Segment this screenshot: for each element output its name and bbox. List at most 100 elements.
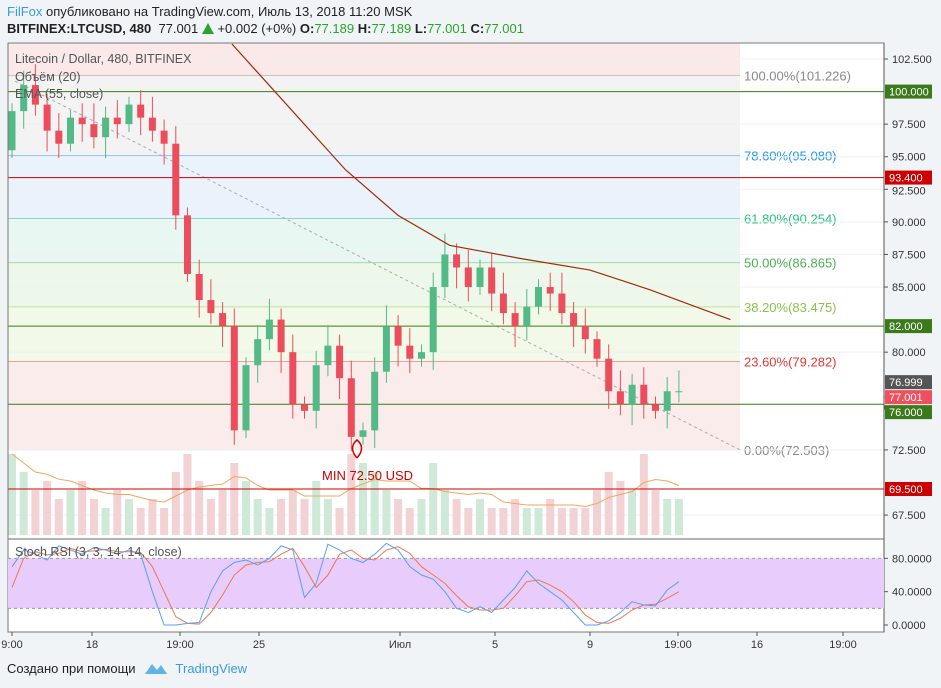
candle-body: [476, 267, 484, 288]
candle-body: [172, 143, 180, 216]
price-tick-label: 95.000: [892, 152, 926, 164]
candle-body: [652, 404, 659, 411]
stoch-band: [8, 558, 884, 609]
fib-label: 61.80%(90.254): [744, 212, 837, 227]
high-value: 77.189: [371, 21, 412, 36]
legend-volume: Объём (20): [15, 70, 81, 84]
candle-body: [265, 319, 273, 340]
fib-zone: [8, 155, 740, 219]
price-label-text: 100.000: [889, 87, 929, 99]
candle-body: [499, 293, 507, 314]
volume-bar: [78, 481, 87, 535]
tradingview-logo-icon: [144, 664, 167, 674]
fib-label: 78.60%(95.080): [744, 149, 837, 164]
author-link[interactable]: FilFox: [7, 4, 43, 19]
price-label-badge: [885, 405, 932, 420]
fib-label: 38.20%(83.475): [744, 300, 837, 315]
volume-bar: [8, 454, 16, 535]
volume-bar: [312, 481, 321, 535]
time-tick-label: 18: [86, 639, 98, 651]
price-tick-label: 67.500: [892, 510, 926, 522]
volume-bar: [522, 508, 531, 535]
candle-body: [675, 391, 683, 393]
time-tick-label: 16: [751, 639, 763, 651]
candle-body: [195, 273, 203, 301]
close-label: C:: [470, 21, 485, 36]
min-annotation: MIN 72.50 USD: [322, 468, 414, 483]
candle-body: [90, 124, 98, 138]
change: +0.002 (+0%): [217, 21, 297, 36]
volume-bar: [651, 490, 660, 535]
candle-body: [184, 215, 191, 274]
low-value: 77.001: [427, 21, 467, 36]
fib-label: 23.60%(79.282): [744, 355, 837, 370]
created-with: Создано при помощи: [7, 660, 136, 676]
candle-body: [441, 254, 449, 288]
high-label: H:: [357, 21, 372, 36]
volume-bar: [581, 508, 590, 535]
volume-bar: [359, 463, 367, 535]
volume-bar: [206, 499, 215, 535]
volume-bar: [136, 508, 145, 535]
price-tick-label: 72.500: [892, 445, 926, 457]
tradingview-link[interactable]: TradingView: [175, 660, 248, 676]
candle-body: [102, 117, 110, 138]
volume-bar: [394, 499, 403, 535]
volume-bar: [476, 499, 484, 535]
candle-body: [488, 267, 496, 294]
symbol: BITFINEX:LTCUSD, 480: [7, 21, 152, 36]
volume-bar: [113, 490, 122, 535]
legend-stoch: Stoch RSI (3, 3, 14, 14, close): [15, 545, 182, 559]
volume-bar: [604, 472, 613, 535]
candle-body: [113, 117, 121, 125]
volume-bar: [218, 490, 227, 535]
volume-bar: [300, 499, 309, 535]
volume-bar: [265, 508, 274, 535]
candle-body: [160, 130, 168, 144]
candle-body: [31, 85, 39, 105]
price-tick-label: 80.000: [892, 347, 926, 359]
candle-body: [137, 104, 145, 118]
price-chart[interactable]: 100.00%(101.226) 78.60%(95.080) 61.80%(90.…: [0, 0, 941, 660]
fib-zone: [8, 218, 740, 263]
volume-bar: [499, 508, 508, 535]
candle-body: [254, 339, 262, 366]
candle-body: [8, 111, 16, 151]
footer: Создано при помощи TradingView: [7, 660, 247, 676]
volume-bar: [195, 481, 204, 535]
candle-body: [43, 104, 51, 131]
volume-bar: [593, 490, 601, 535]
candle-body: [523, 306, 531, 327]
time-tick-label: 5: [492, 639, 498, 651]
ema-line: [231, 43, 731, 321]
up-arrow-icon: [201, 23, 214, 34]
volume-bar: [452, 499, 461, 535]
stoch-tick-label: 80.0000: [892, 553, 932, 565]
candle-body: [148, 117, 156, 131]
price-tick-label: 97.500: [892, 119, 926, 131]
volume-bar: [382, 490, 391, 535]
volume-bar: [674, 499, 683, 535]
price-label-badge: [885, 375, 932, 390]
candle-body: [605, 358, 613, 392]
low-label: L:: [414, 21, 428, 36]
volume-bar: [148, 499, 157, 535]
price-tick-label: 92.500: [892, 186, 926, 198]
price-label-text: 69.500: [889, 484, 923, 496]
volume-bar: [440, 490, 449, 535]
price-tick-label: 85.000: [892, 282, 926, 294]
legend-title: Litecoin / Dollar, 480, BITFINEX: [15, 52, 192, 66]
stoch-tick-label: 40.0000: [892, 587, 932, 599]
volume-bar: [277, 499, 286, 535]
candle-body: [546, 287, 554, 294]
candle-body: [312, 365, 320, 411]
volume-bar: [569, 508, 578, 535]
candle-body: [406, 345, 414, 359]
candle-body: [464, 267, 472, 288]
published-text: опубликовано на TradingView.com, Июль 13…: [46, 4, 413, 19]
candle-body: [324, 345, 332, 366]
candle-body: [55, 130, 63, 144]
price-label-badge: [885, 84, 932, 99]
volume-bar: [405, 508, 414, 535]
stoch-tick-label: 0.0000: [892, 620, 926, 632]
